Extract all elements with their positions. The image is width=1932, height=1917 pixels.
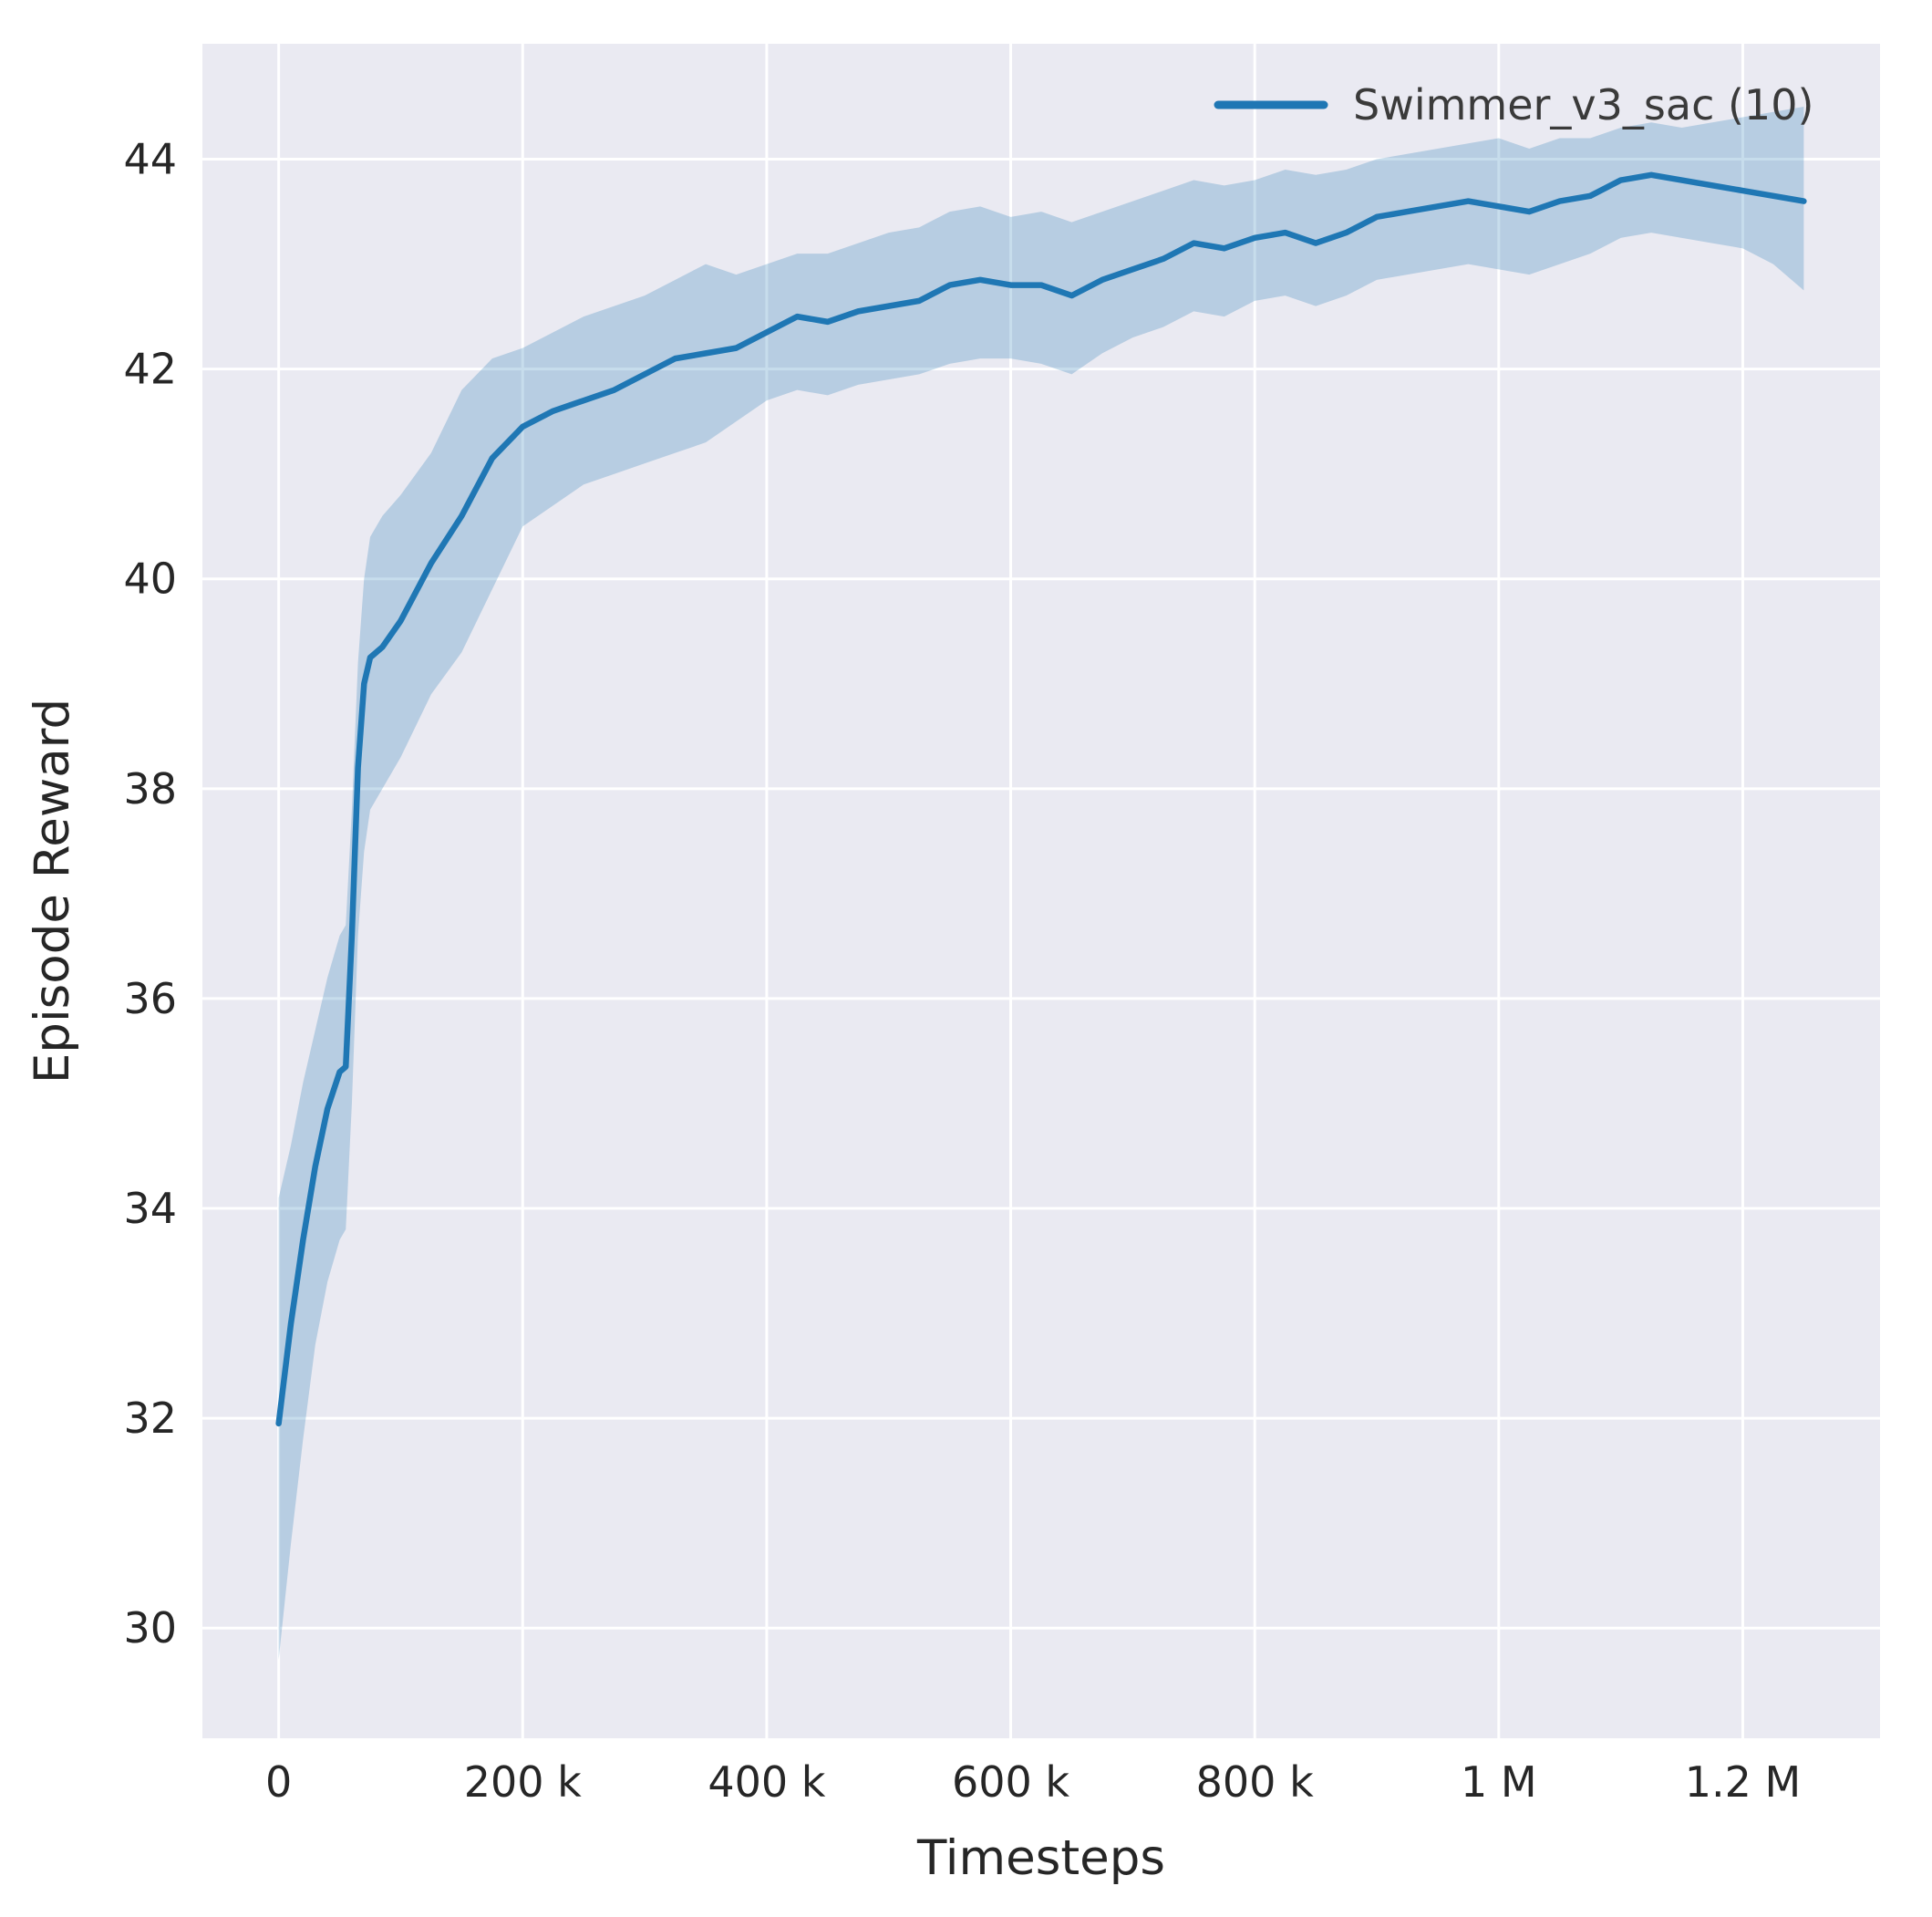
y-tick-label: 42 xyxy=(123,345,177,394)
x-axis-label: Timesteps xyxy=(916,1830,1165,1886)
y-tick-label: 38 xyxy=(123,764,177,813)
x-tick-label: 400 k xyxy=(708,1757,825,1807)
x-tick-label: 1.2 M xyxy=(1685,1757,1801,1807)
x-tick-label: 0 xyxy=(265,1757,292,1807)
y-tick-label: 36 xyxy=(123,974,177,1023)
x-tick-label: 1 M xyxy=(1461,1757,1537,1807)
legend: Swimmer_v3_sac (10) xyxy=(1214,80,1813,130)
y-tick-label: 30 xyxy=(123,1603,177,1653)
plot-layer: 0 200 k 400 k 600 k 800 k 1 M 1.2 M 30 32 34 36 38 4… xyxy=(123,44,1880,1807)
y-axis-label: Episode Reward xyxy=(25,699,80,1083)
axes-background xyxy=(202,44,1880,1738)
x-tick-label: 200 k xyxy=(464,1757,582,1807)
mean-line xyxy=(275,171,1807,1427)
x-tick-label: 600 k xyxy=(952,1757,1069,1807)
legend-label: Swimmer_v3_sac (10) xyxy=(1353,80,1813,130)
y-tick-label: 34 xyxy=(123,1184,177,1233)
y-tick-label: 32 xyxy=(123,1394,177,1443)
y-tick-label: 40 xyxy=(123,554,177,604)
x-tick-label: 800 k xyxy=(1196,1757,1314,1807)
y-tick-label: 44 xyxy=(123,135,177,184)
